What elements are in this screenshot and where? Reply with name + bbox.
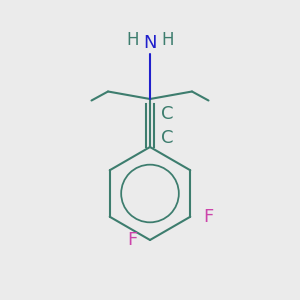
Text: N: N <box>143 34 157 52</box>
Text: H: H <box>126 31 139 49</box>
Text: C: C <box>161 105 174 123</box>
Text: C: C <box>161 129 174 147</box>
Text: F: F <box>203 208 213 226</box>
Text: H: H <box>161 31 174 49</box>
Text: F: F <box>127 231 137 249</box>
